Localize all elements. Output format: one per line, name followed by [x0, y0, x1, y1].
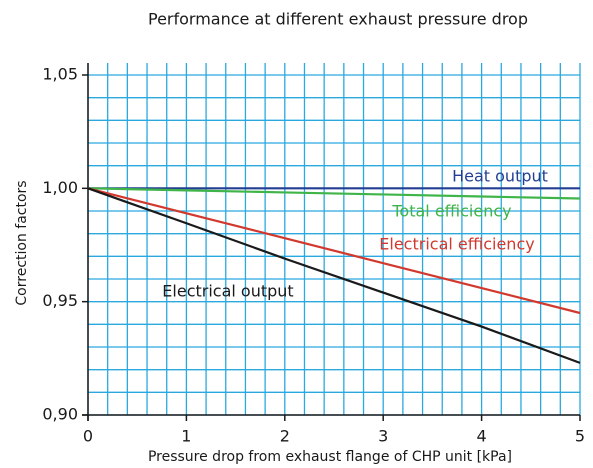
y-tick-label: 0,90 — [42, 405, 78, 424]
x-tick-label: 2 — [280, 427, 290, 446]
x-tick-label: 5 — [575, 427, 585, 446]
chart-title: Performance at different exhaust pressur… — [148, 10, 528, 29]
series-label: Electrical efficiency — [379, 235, 534, 254]
series-label: Heat output — [452, 167, 548, 186]
line-series — [87, 187, 581, 200]
x-axis-label: Pressure drop from exhaust flange of CHP… — [148, 449, 512, 465]
x-tick-label: 1 — [181, 427, 191, 446]
series-label: Electrical output — [162, 282, 293, 301]
line-series — [87, 187, 581, 364]
series-label: Total efficiency — [391, 202, 511, 221]
x-tick-label: 3 — [378, 427, 388, 446]
y-tick-label: 1,05 — [42, 65, 78, 84]
x-tick-label: 0 — [83, 427, 93, 446]
y-tick-label: 1,00 — [42, 178, 78, 197]
x-tick-label: 4 — [477, 427, 487, 446]
y-axis-label: Correction factors — [14, 180, 30, 305]
y-tick-label: 0,95 — [42, 291, 78, 310]
line-series — [87, 187, 581, 315]
